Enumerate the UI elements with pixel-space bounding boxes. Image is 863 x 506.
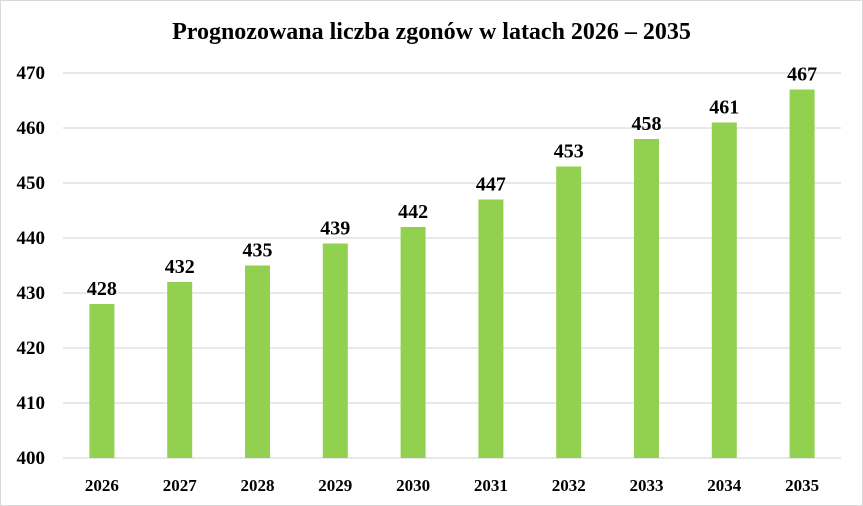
x-tick-label: 2029 [318,476,352,495]
x-tick-label: 2031 [474,476,508,495]
x-tick-label: 2028 [241,476,275,495]
bar [245,265,270,458]
y-tick-label: 470 [17,63,46,84]
x-tick-label: 2026 [85,476,119,495]
y-tick-label: 400 [17,448,46,469]
x-tick-label: 2034 [707,476,742,495]
bar [478,199,504,458]
x-tick-label: 2032 [552,476,586,495]
data-label: 442 [398,201,428,223]
bar [556,166,582,458]
x-tick-label: 2035 [785,476,819,495]
chart-title: Prognozowana liczba zgonów w latach 2026… [172,19,691,45]
bar [167,282,193,458]
y-tick-label: 460 [17,118,46,139]
y-tick-label: 410 [17,393,46,414]
bar [634,139,659,458]
x-tick-label: 2030 [396,476,430,495]
y-tick-label: 430 [17,283,46,304]
x-tick-label: 2027 [163,476,198,495]
data-label: 461 [709,97,739,119]
bar [322,243,348,458]
bar [711,122,737,458]
data-label: 447 [476,174,506,196]
y-tick-label: 440 [17,228,46,249]
bar [400,227,426,458]
data-label: 432 [165,256,195,278]
data-label: 428 [87,278,117,300]
bar [789,89,815,458]
data-label: 439 [320,218,350,240]
data-label: 467 [787,64,817,86]
data-label: 458 [632,113,662,135]
y-tick-label: 450 [17,173,46,194]
y-tick-label: 420 [17,338,46,359]
data-label: 435 [243,240,273,262]
data-label: 453 [554,141,584,163]
bar [89,304,115,458]
x-tick-label: 2033 [630,476,664,495]
